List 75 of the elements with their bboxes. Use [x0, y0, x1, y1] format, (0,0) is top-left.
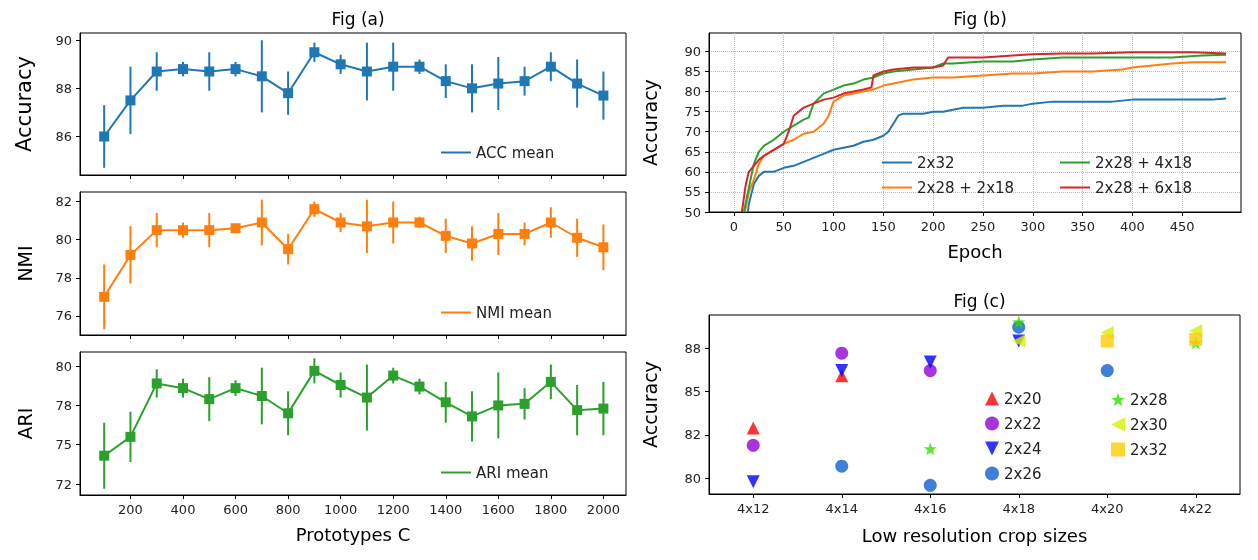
y-tick-label: 86 — [55, 128, 72, 144]
legend-label: ARI mean — [476, 463, 549, 482]
legend-label: 2x22 — [1004, 414, 1042, 433]
x-tick-label: 200 — [920, 219, 946, 234]
x-tick-label: 1200 — [376, 502, 410, 517]
y-tick-label: 85 — [684, 383, 701, 399]
x-tick-label: 450 — [1169, 219, 1195, 234]
x-tick-label: 4x12 — [736, 501, 770, 516]
x-tick-label: 400 — [1119, 219, 1145, 234]
y-tick-label: 75 — [55, 437, 72, 453]
y-tick-label: 55 — [684, 184, 701, 200]
y-tick-label: 80 — [684, 470, 701, 486]
x-tick-label: 600 — [223, 502, 248, 517]
y-tick-label: 72 — [55, 476, 72, 492]
x-tick-label: 300 — [1020, 219, 1046, 234]
y-tick-label: 90 — [684, 43, 701, 59]
y-tick-label: 70 — [684, 124, 701, 140]
x-tick-label: 1600 — [481, 502, 515, 517]
y-tick-label: 65 — [684, 144, 701, 160]
x-axis-title: Epoch — [947, 240, 1003, 262]
legend-label: 2x28 + 2x18 — [917, 178, 1015, 197]
y-tick-label: 60 — [684, 164, 701, 180]
x-tick-label: 100 — [821, 219, 846, 234]
legend-label: NMI mean — [476, 303, 552, 322]
chart-title: Fig (c) — [953, 290, 1006, 311]
x-tick-label: 4x14 — [825, 501, 859, 516]
legend-label: 2x32 — [917, 153, 955, 172]
x-tick-label: 250 — [970, 219, 996, 234]
chart-title: Fig (b) — [953, 8, 1007, 29]
legend-label: 2x24 — [1004, 439, 1042, 458]
y-tick-label: 82 — [684, 427, 701, 443]
y-axis-title: Accuracy — [638, 361, 661, 448]
x-tick-label: 2000 — [586, 502, 620, 517]
chart-title: Fig (a) — [331, 8, 385, 29]
y-tick-label: 50 — [684, 204, 701, 220]
x-tick-label: 50 — [775, 219, 792, 234]
x-tick-label: 4x22 — [1179, 501, 1213, 516]
y-tick-label: 88 — [684, 340, 701, 356]
y-axis-title: Accuracy — [11, 56, 36, 152]
y-tick-label: 85 — [684, 64, 701, 80]
legend-label: ACC mean — [476, 143, 555, 162]
legend-label: 2x26 — [1004, 464, 1042, 483]
y-axis-title: Accuracy — [638, 79, 661, 166]
x-axis-title: Low resolution crop sizes — [861, 524, 1088, 546]
legend-label: 2x20 — [1004, 389, 1042, 408]
y-axis-title: ARI — [13, 407, 36, 440]
x-tick-label: 1000 — [324, 502, 358, 517]
legend-label: 2x28 — [1130, 390, 1168, 409]
legend-label: 2x32 — [1130, 440, 1168, 459]
x-tick-label: 800 — [275, 502, 301, 517]
x-tick-label: 400 — [170, 502, 196, 517]
y-tick-label: 80 — [684, 84, 701, 100]
x-axis-title: Prototypes C — [295, 523, 411, 545]
x-tick-label: 4x16 — [913, 501, 947, 516]
x-tick-label: 4x20 — [1090, 501, 1124, 516]
x-tick-label: 350 — [1070, 219, 1096, 234]
x-tick-label: 1800 — [534, 502, 568, 517]
y-tick-label: 90 — [55, 32, 72, 48]
legend-label: 2x28 + 4x18 — [1095, 153, 1193, 172]
legend-label: 2x28 + 6x18 — [1095, 178, 1193, 197]
y-tick-label: 78 — [55, 397, 72, 413]
y-tick-label: 80 — [55, 358, 72, 374]
y-tick-label: 75 — [684, 104, 701, 120]
y-tick-label: 78 — [55, 270, 72, 286]
x-tick-label: 0 — [729, 219, 739, 234]
y-tick-label: 88 — [55, 80, 72, 96]
x-tick-label: 150 — [870, 219, 896, 234]
x-tick-label: 200 — [118, 502, 143, 517]
y-tick-label: 82 — [55, 194, 72, 210]
y-axis-title: NMI — [13, 245, 36, 282]
legend-label: 2x30 — [1130, 415, 1168, 434]
x-tick-label: 1400 — [429, 502, 463, 517]
x-tick-label: 4x18 — [1002, 501, 1036, 516]
y-tick-label: 76 — [55, 308, 72, 324]
y-tick-label: 80 — [55, 232, 72, 248]
